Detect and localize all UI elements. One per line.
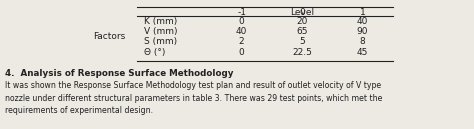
Text: 45: 45 xyxy=(357,48,368,57)
Text: Level: Level xyxy=(290,8,314,17)
Text: -1: -1 xyxy=(237,8,246,17)
Text: Θ (°): Θ (°) xyxy=(144,48,165,57)
Text: Factors: Factors xyxy=(93,32,125,41)
Text: 0: 0 xyxy=(299,8,305,17)
Text: nozzle under different structural parameters in table 3. There was 29 test point: nozzle under different structural parame… xyxy=(5,94,382,103)
Text: 8: 8 xyxy=(360,37,365,46)
Text: S (mm): S (mm) xyxy=(144,37,177,46)
Text: It was shown the Response Surface Methodology test plan and result of outlet vel: It was shown the Response Surface Method… xyxy=(5,81,381,90)
Text: 5: 5 xyxy=(299,37,305,46)
Text: 40: 40 xyxy=(357,17,368,26)
Text: 1: 1 xyxy=(360,8,365,17)
Text: 20: 20 xyxy=(296,17,308,26)
Text: 65: 65 xyxy=(296,27,308,36)
Text: 0: 0 xyxy=(239,48,245,57)
Text: 4.  Analysis of Response Surface Methodology: 4. Analysis of Response Surface Methodol… xyxy=(5,69,233,78)
Text: 2: 2 xyxy=(239,37,245,46)
Text: 0: 0 xyxy=(239,17,245,26)
Text: 22.5: 22.5 xyxy=(292,48,312,57)
Text: 40: 40 xyxy=(236,27,247,36)
Text: requirements of experimental design.: requirements of experimental design. xyxy=(5,106,153,115)
Text: V (mm): V (mm) xyxy=(144,27,178,36)
Text: 90: 90 xyxy=(356,27,368,36)
Text: K (mm): K (mm) xyxy=(144,17,177,26)
